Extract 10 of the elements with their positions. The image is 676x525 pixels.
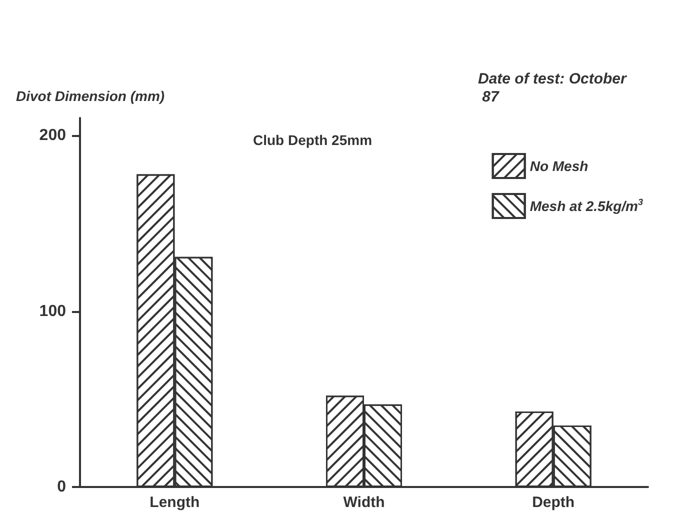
x-tick-label: Depth [532, 494, 575, 511]
x-tick-label: Width [343, 494, 385, 511]
y-tick-label: 200 [39, 127, 66, 144]
legend-label: No Mesh [530, 158, 588, 174]
annotation: Club Depth 25mm [253, 132, 372, 148]
legend-title: Date of test: October 87 [478, 70, 628, 106]
y-tick-label: 100 [39, 302, 66, 320]
x-tick-label: Length [150, 494, 200, 511]
y-axis-title: Divot Dimension (mm) [16, 88, 165, 104]
y-tick-label: 0 [57, 478, 66, 496]
